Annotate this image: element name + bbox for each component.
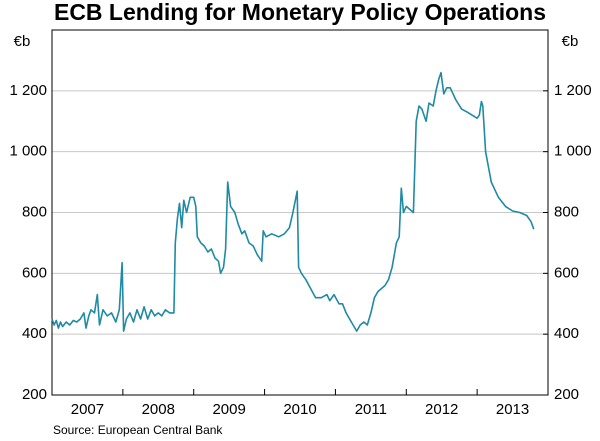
- x-tick-label: 2013: [496, 401, 529, 418]
- y2-tick-label: 800: [554, 203, 579, 220]
- y2-tick-label: 1 000: [554, 143, 592, 160]
- x-tick-label: 2011: [355, 401, 387, 418]
- y-tick-label: 1 200: [9, 82, 47, 99]
- x-tick-label: 2010: [283, 401, 316, 418]
- y-tick-label: 400: [22, 325, 47, 342]
- x-tick-label: 2009: [212, 401, 245, 418]
- y-tick-label: 800: [22, 203, 47, 220]
- y2-tick-label: 400: [554, 325, 579, 342]
- x-tick-label: 2007: [71, 401, 104, 418]
- y2-tick-label: 600: [554, 264, 579, 281]
- y-tick-label: 200: [22, 386, 47, 403]
- y-tick-label: 600: [22, 264, 47, 281]
- chart-title: ECB Lending for Monetary Policy Operatio…: [54, 0, 546, 25]
- x-tick-label: 2012: [425, 401, 458, 418]
- y2-tick-label: 200: [554, 386, 579, 403]
- y2-tick-label: 1 200: [554, 82, 592, 99]
- data-line: [51, 71, 535, 332]
- y-unit: €b: [14, 33, 31, 50]
- source: Source: European Central Bank: [53, 423, 223, 437]
- x-tick-label: 2008: [142, 401, 175, 418]
- plot-frame: [51, 29, 549, 396]
- y2-unit: €b: [562, 33, 579, 50]
- y-tick-label: 1 000: [9, 143, 47, 160]
